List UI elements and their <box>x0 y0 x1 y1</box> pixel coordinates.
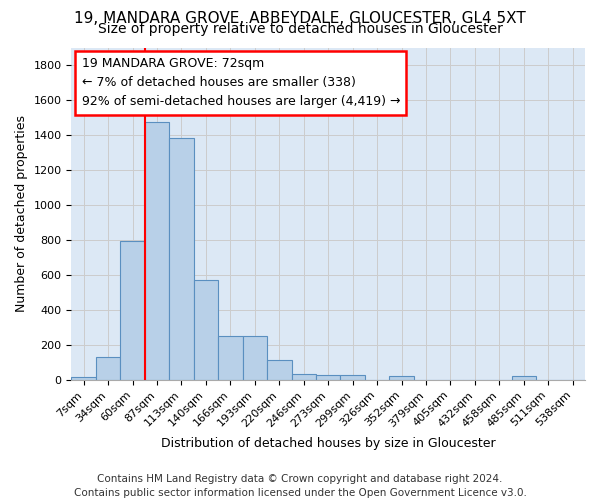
Text: 19 MANDARA GROVE: 72sqm
← 7% of detached houses are smaller (338)
92% of semi-de: 19 MANDARA GROVE: 72sqm ← 7% of detached… <box>82 58 400 108</box>
Bar <box>218 336 242 380</box>
Bar <box>96 357 121 380</box>
Text: 19, MANDARA GROVE, ABBEYDALE, GLOUCESTER, GL4 5XT: 19, MANDARA GROVE, ABBEYDALE, GLOUCESTER… <box>74 11 526 26</box>
Bar <box>512 376 536 380</box>
Bar <box>242 336 267 380</box>
Bar <box>169 138 194 380</box>
Bar <box>71 378 96 380</box>
X-axis label: Distribution of detached houses by size in Gloucester: Distribution of detached houses by size … <box>161 437 496 450</box>
Bar <box>267 360 292 380</box>
Bar <box>145 122 169 380</box>
Bar <box>292 374 316 380</box>
Bar <box>121 241 145 380</box>
Text: Contains HM Land Registry data © Crown copyright and database right 2024.
Contai: Contains HM Land Registry data © Crown c… <box>74 474 526 498</box>
Y-axis label: Number of detached properties: Number of detached properties <box>15 115 28 312</box>
Bar <box>316 374 340 380</box>
Text: Size of property relative to detached houses in Gloucester: Size of property relative to detached ho… <box>98 22 502 36</box>
Bar <box>194 280 218 380</box>
Bar <box>389 376 414 380</box>
Bar <box>340 374 365 380</box>
